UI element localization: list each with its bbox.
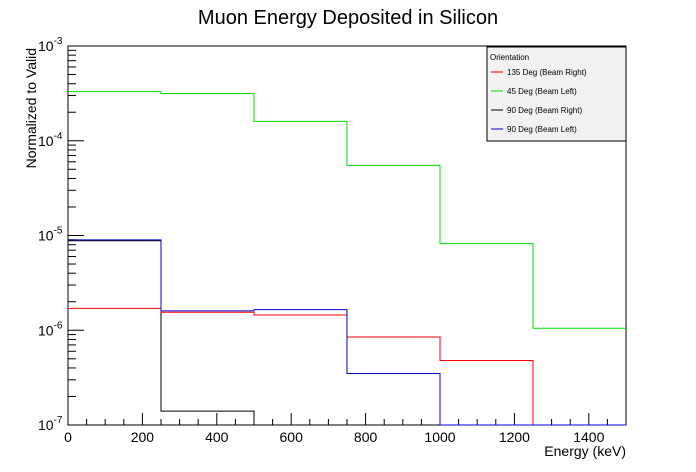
legend-entry: 90 Deg (Beam Left) <box>507 125 577 134</box>
y-tick-label: 10-5 <box>38 226 63 244</box>
legend: Orientation 135 Deg (Beam Right) 45 Deg (B… <box>486 46 627 142</box>
x-axis-label: Energy (keV) <box>544 443 626 459</box>
x-tick-label: 1400 <box>573 429 604 445</box>
chart-title: Muon Energy Deposited in Silicon <box>198 7 498 29</box>
series-line-1 <box>68 91 626 329</box>
y-axis-label: Normalized to Valid <box>23 48 39 168</box>
x-tick-label: 600 <box>280 429 304 445</box>
x-tick-label: 200 <box>131 429 155 445</box>
x-tick-label: 1000 <box>424 429 455 445</box>
x-tick-label: 800 <box>354 429 378 445</box>
x-tick-label: 0 <box>64 429 72 445</box>
y-tick-label: 10-7 <box>38 415 63 433</box>
legend-entry: 90 Deg (Beam Right) <box>507 106 582 115</box>
legend-title: Orientation <box>490 53 529 62</box>
series-line-3 <box>68 239 626 426</box>
legend-entry: 135 Deg (Beam Right) <box>507 68 587 77</box>
x-tick-label: 400 <box>205 429 229 445</box>
y-tick-label: 10-3 <box>38 36 63 54</box>
legend-box <box>486 46 627 142</box>
series-layer <box>68 91 626 426</box>
x-axis-ticks: 0 200 400 600 800 1000 1200 1400 <box>64 413 627 445</box>
y-tick-label: 10-4 <box>38 131 63 149</box>
y-tick-label: 10-6 <box>38 320 63 338</box>
legend-entry: 45 Deg (Beam Left) <box>507 87 577 96</box>
x-tick-label: 1200 <box>499 429 530 445</box>
y-axis-ticks: 10-7 10-6 10-5 10-4 10-3 <box>38 36 84 433</box>
